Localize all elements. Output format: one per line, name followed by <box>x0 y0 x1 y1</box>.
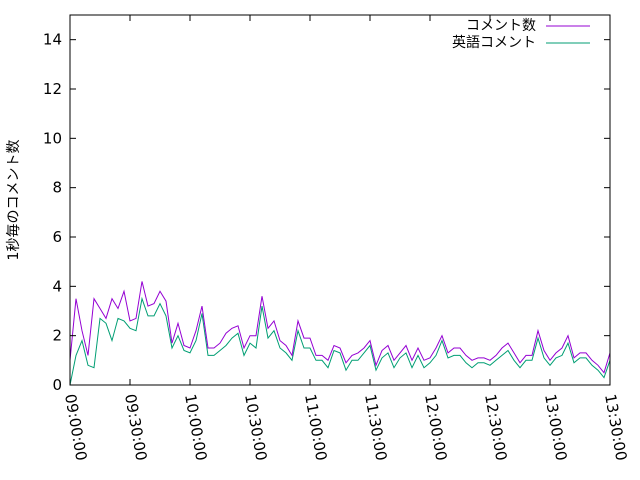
y-axis: 0 2 4 6 8 10 12 14 <box>43 31 610 394</box>
y-tick-label: 0 <box>52 376 62 394</box>
series-line-1 <box>69 296 611 386</box>
legend-label: 英語コメント <box>452 34 536 51</box>
y-tick-label: 10 <box>43 129 62 147</box>
y-tick-label: 8 <box>52 179 62 197</box>
y-tick-label: 14 <box>43 31 62 49</box>
y-tick-label: 2 <box>52 327 62 345</box>
plot-frame <box>69 14 611 386</box>
legend-label: コメント数 <box>466 18 536 34</box>
y-axis-label: 1秒毎のコメント数 <box>6 140 22 261</box>
y-tick-label: 4 <box>52 277 62 295</box>
series-line-0 <box>69 281 611 374</box>
chart-marks <box>69 281 611 386</box>
y-tick-label: 6 <box>52 228 62 246</box>
y-tick-label: 12 <box>43 80 62 98</box>
